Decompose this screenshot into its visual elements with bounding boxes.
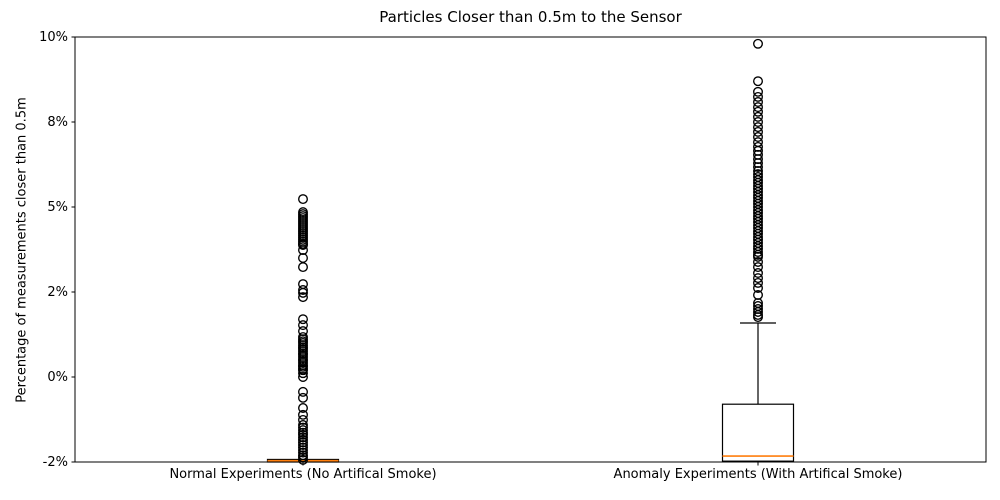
outlier-point — [298, 432, 308, 443]
x-tick-label-normal: Normal Experiments (No Artifical Smoke) — [169, 467, 437, 482]
outlier-point — [298, 445, 308, 456]
outlier-point — [753, 262, 763, 273]
outlier-point — [298, 452, 308, 463]
outlier-point — [298, 420, 308, 431]
outlier-point — [753, 97, 763, 107]
outlier-point — [753, 307, 763, 317]
outlier-point — [298, 386, 308, 397]
outlier-point — [753, 111, 763, 122]
outlier-point — [753, 247, 763, 258]
outlier-point — [753, 312, 763, 323]
outlier-point — [298, 414, 308, 425]
y-axis-label: Percentage of measurements closer than 0… — [14, 97, 30, 403]
y-tick-label: 2% — [47, 284, 68, 300]
outlier-point — [753, 91, 763, 102]
outlier-point — [298, 425, 308, 436]
chart-title: Particles Closer than 0.5m to the Sensor — [379, 8, 682, 26]
outlier-point — [298, 285, 308, 295]
outlier-point — [753, 117, 763, 127]
y-tick-label: 10% — [39, 29, 68, 45]
outlier-point — [298, 409, 308, 420]
outlier-point — [753, 277, 763, 288]
outlier-point — [298, 392, 308, 403]
outlier-point — [298, 454, 308, 465]
outlier-point — [753, 102, 763, 113]
outlier-point — [298, 440, 308, 450]
outlier-point — [298, 239, 308, 250]
outlier-point — [298, 314, 308, 325]
outlier-point — [753, 162, 763, 173]
outlier-point — [753, 283, 763, 294]
outlier-point — [753, 122, 763, 133]
outlier-point — [753, 106, 763, 117]
outlier-point — [753, 126, 763, 137]
outlier-point — [298, 292, 308, 303]
iqr-box — [721, 403, 795, 462]
outlier-point — [298, 434, 308, 445]
outlier-point — [298, 447, 308, 458]
outlier-point — [298, 194, 308, 205]
outlier-point — [298, 320, 308, 331]
outlier-point — [753, 132, 763, 142]
outlier-point — [753, 273, 763, 284]
outliers-series-0 — [298, 194, 308, 465]
outlier-point — [298, 262, 308, 273]
outlier-point — [298, 403, 308, 414]
outlier-point — [298, 422, 308, 433]
y-tick-label: 8% — [47, 114, 68, 130]
outlier-point — [753, 86, 763, 97]
outlier-point — [298, 368, 308, 379]
outlier-point — [753, 268, 763, 278]
outlier-point — [298, 365, 308, 376]
x-tick-label-anomaly: Anomaly Experiments (With Artifical Smok… — [613, 467, 903, 482]
y-tick-label: -2% — [42, 454, 68, 470]
outlier-point — [298, 372, 308, 382]
outlier-point — [298, 429, 308, 440]
outlier-point — [298, 437, 308, 448]
outliers-series-1 — [753, 38, 763, 323]
outlier-point — [298, 287, 308, 298]
outlier-point — [298, 442, 308, 453]
outlier-point — [753, 256, 763, 267]
outlier-point — [753, 76, 763, 87]
axes-frame — [74, 36, 987, 463]
y-tick-marks — [71, 36, 75, 463]
y-tick-label: 0% — [47, 369, 68, 385]
outlier-point — [753, 251, 763, 262]
y-tick-label: 5% — [47, 199, 68, 215]
boxplot-series-1 — [721, 322, 795, 462]
outlier-point — [753, 38, 763, 49]
